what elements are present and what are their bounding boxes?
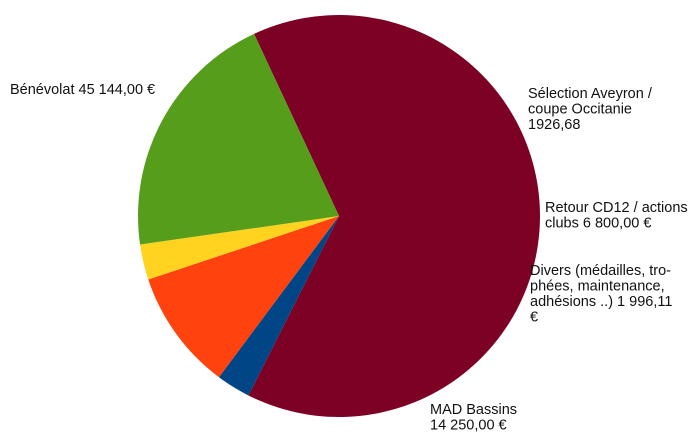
slice-label-line: clubs 6 800,00 €: [545, 216, 651, 232]
slice-label-line: Bénévolat 45 144,00 €: [10, 82, 155, 98]
slice-label-line: Divers (médailles, tro-: [530, 263, 671, 279]
pie-slice-4: [138, 33, 339, 245]
slice-label-2: Retour CD12 / actions clubs 6 800,00 €: [545, 200, 688, 232]
slice-label-line: 1926,68: [528, 117, 580, 133]
slice-label-line: Retour CD12 / actions: [545, 200, 688, 216]
slice-label-line: MAD Bassins: [430, 402, 517, 418]
slice-label-1: Sélection Aveyron / coupe Occitanie 1926,6…: [528, 86, 653, 133]
pie-slice-2: [148, 216, 339, 378]
slice-label-line: coupe Occitanie: [528, 102, 632, 118]
slice-label-0: Bénévolat 45 144,00 €: [10, 82, 155, 98]
slice-label-line: €: [530, 310, 538, 326]
pie-slice-3: [140, 216, 339, 280]
slice-label-4: MAD Bassins 14 250,00 €: [430, 402, 517, 433]
slice-label-line: Sélection Aveyron /: [528, 86, 653, 102]
slice-label-line: phées, maintenance,: [530, 279, 665, 295]
slice-label-line: adhésions ..) 1 996,11: [530, 294, 672, 310]
pie-slice-0: [248, 14, 540, 417]
slice-label-line: 14 250,00 €: [430, 418, 507, 433]
slice-label-3: Divers (médailles, tro-phées, maintenanc…: [530, 263, 672, 326]
pie-slice-1: [218, 216, 339, 396]
